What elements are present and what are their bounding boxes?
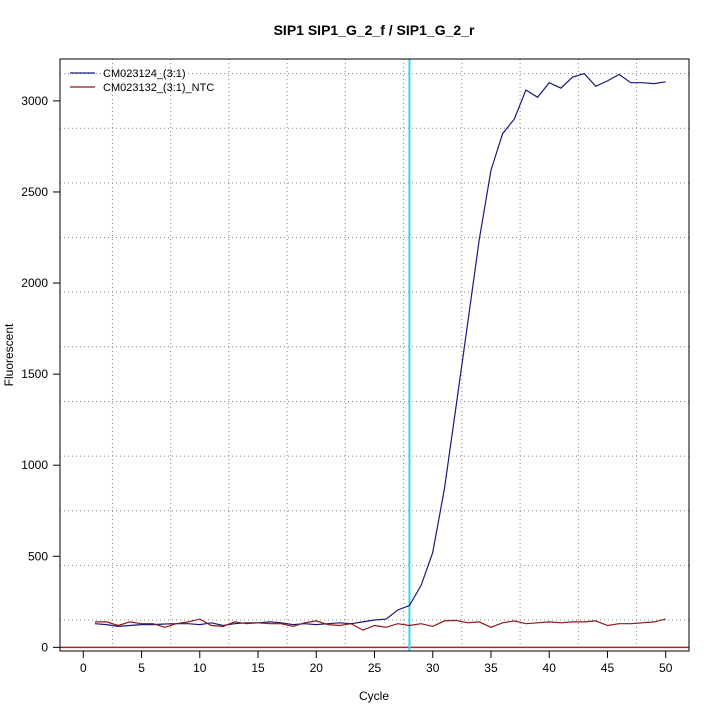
x-tick-label: 40 (543, 661, 557, 675)
x-tick-label: 20 (310, 661, 324, 675)
x-tick-label: 35 (484, 661, 498, 675)
chart-title: SIP1 SIP1_G_2_f / SIP1_G_2_r (274, 22, 475, 38)
x-tick-label: 15 (251, 661, 265, 675)
y-tick-label: 1000 (21, 458, 48, 472)
y-axis: 0 500 1000 1500 2000 2500 3000 (21, 94, 61, 654)
legend-label-2: CM023132_(3:1)_NTC (103, 82, 214, 94)
y-tick-label: 3000 (21, 94, 48, 108)
legend-label-1: CM023124_(3:1) (103, 68, 186, 80)
y-tick-label: 1500 (21, 367, 48, 381)
y-axis-label: Fluorescent (2, 323, 16, 386)
x-axis-label: Cycle (359, 689, 389, 703)
plot-frame (59, 58, 690, 652)
x-tick-label: 45 (601, 661, 615, 675)
x-tick-label: 25 (368, 661, 382, 675)
y-tick-label: 500 (28, 549, 48, 563)
x-tick-label: 0 (80, 661, 87, 675)
grid-lines (60, 59, 689, 651)
legend: CM023124_(3:1) CM023132_(3:1)_NTC (70, 68, 214, 94)
x-tick-label: 5 (138, 661, 145, 675)
y-tick-label: 2000 (21, 276, 48, 290)
x-axis: 0 5 10 15 20 25 30 35 40 45 50 (80, 650, 673, 675)
x-tick-label: 30 (426, 661, 440, 675)
x-tick-label: 10 (193, 661, 207, 675)
series-line-2 (94, 618, 666, 631)
series-layer (60, 59, 689, 651)
y-tick-label: 2500 (21, 185, 48, 199)
y-tick-label: 0 (41, 640, 48, 654)
series-line-1 (94, 72, 666, 628)
x-tick-label: 50 (659, 661, 673, 675)
